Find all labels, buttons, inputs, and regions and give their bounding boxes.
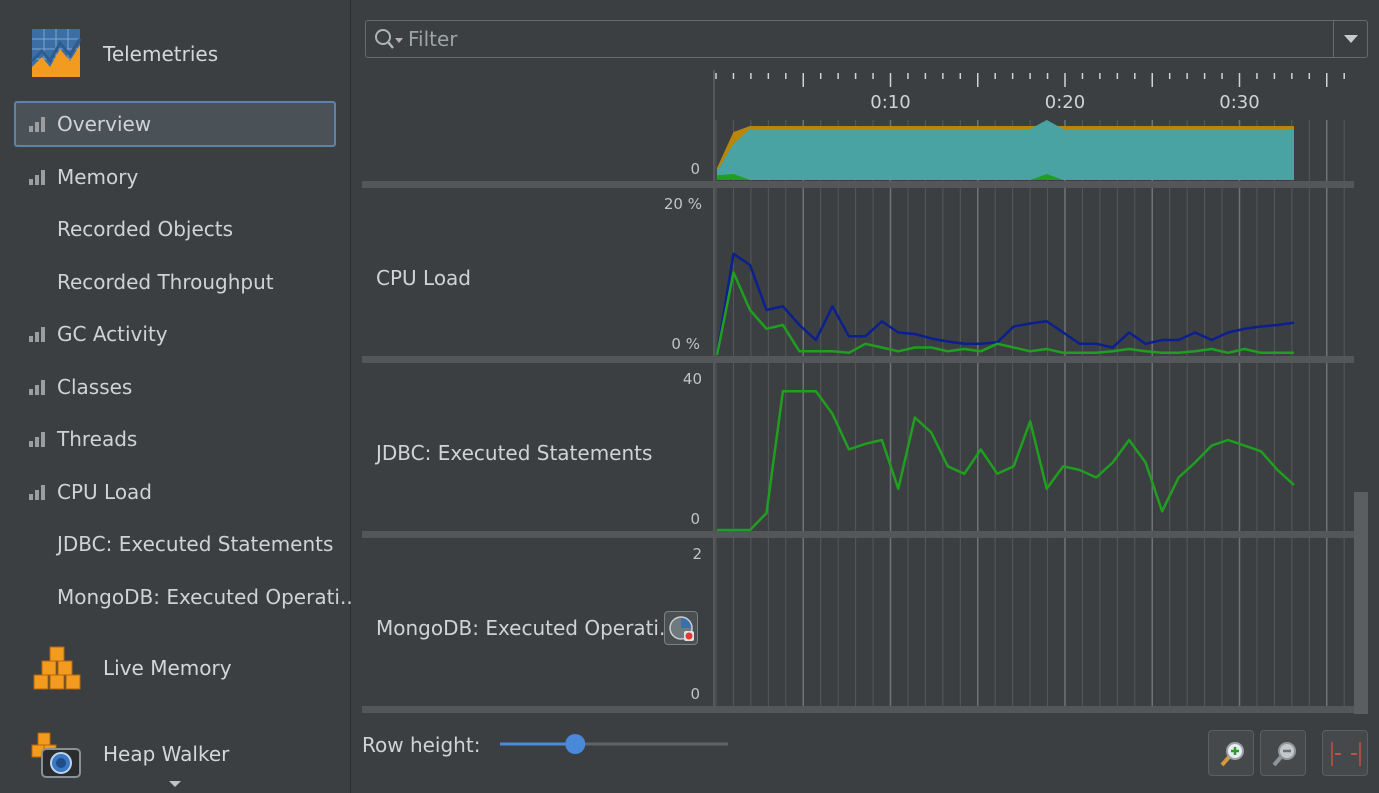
axis-min-label: 0 % (671, 335, 700, 353)
start-recording-button[interactable] (664, 611, 698, 645)
axis-min-label: 0 (690, 510, 700, 528)
sidebar-item[interactable]: CPU Load (14, 469, 336, 515)
filter-dropdown-button[interactable] (1333, 21, 1367, 57)
zoom-in-icon (1220, 742, 1244, 767)
axis-max-label: 40 (682, 370, 702, 388)
zoom-out-icon (1272, 742, 1296, 767)
sidebar-item-label: MongoDB: Executed Operati... (57, 585, 360, 609)
sidebar-item[interactable]: Recorded Objects (14, 206, 336, 252)
section-telemetries[interactable]: Telemetries (0, 24, 351, 84)
sidebar-item-label: JDBC: Executed Statements (57, 532, 334, 556)
search-icon[interactable] (374, 28, 408, 50)
area-series (717, 120, 1294, 180)
tick-label: 0:10 (870, 92, 910, 113)
live-memory-icon (33, 646, 81, 690)
sidebar-item[interactable]: Recorded Throughput (14, 259, 336, 305)
row-divider (362, 531, 1354, 538)
filter-input[interactable] (408, 24, 1328, 54)
row-divider (362, 706, 1354, 713)
bar-chart-icon (29, 380, 45, 395)
heap-walker-label: Heap Walker (103, 742, 230, 766)
row-divider (362, 181, 1354, 188)
axis-min-label: 0 (690, 685, 700, 703)
sidebar-item[interactable]: Memory (14, 154, 336, 200)
main-panel: 0:10 0:20 0:30 0 CPU Load 20 % 0 % JDBC: Execu… (352, 0, 1379, 793)
sidebar-item[interactable]: MongoDB: Executed Operati... (14, 574, 359, 620)
timeline-chart[interactable]: 0:10 0:20 0:30 (362, 70, 1368, 716)
sidebar-item[interactable]: Classes (14, 364, 336, 410)
row-height-label: Row height: (362, 733, 481, 757)
time-axis: 0:10 0:20 0:30 (715, 73, 1345, 113)
zoom-in-button[interactable] (1208, 730, 1254, 776)
axis-max-label: 20 % (663, 195, 702, 213)
heap-walker-icon (31, 732, 81, 778)
line-series (715, 271, 1294, 356)
axis-min-label: 0 (690, 160, 700, 178)
tick-label: 0:20 (1045, 92, 1085, 113)
sidebar-item-label: Recorded Objects (57, 217, 234, 241)
time-grid (715, 120, 1345, 710)
section-heap-walker[interactable]: Heap Walker (0, 724, 351, 784)
row-height-slider[interactable] (500, 731, 728, 757)
bar-chart-icon (29, 170, 45, 185)
fit-to-window-button[interactable] (1322, 730, 1368, 776)
recording-icon (669, 616, 694, 641)
sidebar-item[interactable]: GC Activity (14, 311, 336, 357)
bar-chart-icon (29, 117, 45, 132)
line-series (715, 252, 1295, 356)
sidebar-item-label: CPU Load (57, 480, 152, 504)
sidebar-item[interactable]: Overview (14, 101, 336, 147)
axis-max-label: 2 (692, 545, 702, 563)
sidebar-item-label: Threads (57, 427, 138, 451)
row-label: MongoDB: Executed Operati... (376, 616, 679, 640)
row-dividers (362, 70, 1354, 713)
scrollbar-thumb[interactable] (1354, 492, 1368, 714)
live-memory-label: Live Memory (103, 656, 232, 680)
more-sections-icon[interactable] (168, 780, 182, 788)
fit-width-icon (1331, 742, 1361, 766)
sidebar: Telemetries Overview Memory Recorded Objec… (0, 0, 359, 793)
bar-chart-icon (29, 485, 45, 500)
sidebar-item-label: Recorded Throughput (57, 270, 274, 294)
section-live-memory[interactable]: Live Memory (0, 638, 351, 698)
row-divider (362, 356, 1354, 363)
filter-box (365, 20, 1368, 58)
telemetries-icon (30, 29, 82, 77)
sidebar-item-label: Memory (57, 165, 139, 189)
sidebar-item[interactable]: Threads (14, 416, 336, 462)
sidebar-item-label: Classes (57, 375, 133, 399)
chevron-down-icon (1344, 35, 1358, 43)
row-label: JDBC: Executed Statements (376, 441, 653, 465)
line-series (717, 390, 1295, 532)
chart-series (715, 120, 1295, 532)
bar-chart-icon (29, 432, 45, 447)
sidebar-item-label: GC Activity (57, 322, 168, 346)
slider-handle[interactable] (565, 734, 586, 754)
telemetries-label: Telemetries (103, 42, 219, 66)
tick-label: 0:30 (1219, 92, 1259, 113)
zoom-out-button[interactable] (1260, 730, 1306, 776)
sidebar-item[interactable]: JDBC: Executed Statements (14, 521, 336, 567)
row-label: CPU Load (376, 266, 471, 290)
sidebar-item-label: Overview (57, 112, 152, 136)
telemetry-timeline: 0:10 0:20 0:30 0 CPU Load 20 % 0 % JDBC: Execu… (362, 70, 1368, 716)
bar-chart-icon (29, 327, 45, 342)
